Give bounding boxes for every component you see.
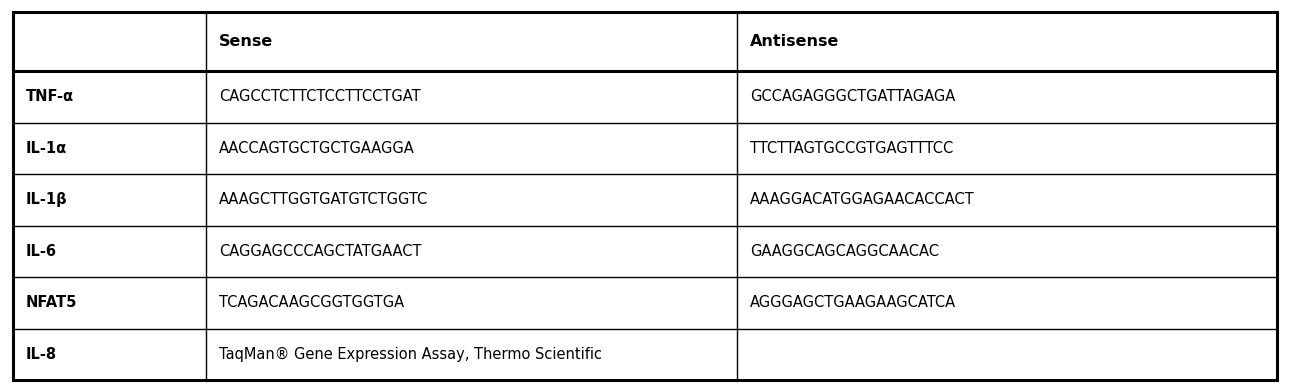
Text: CAGGAGCCCAGCTATGAACT: CAGGAGCCCAGCTATGAACT: [219, 244, 422, 259]
Text: NFAT5: NFAT5: [26, 296, 77, 310]
Text: IL-6: IL-6: [26, 244, 57, 259]
Text: IL-1α: IL-1α: [26, 141, 67, 156]
Text: TaqMan® Gene Expression Assay, Thermo Scientific: TaqMan® Gene Expression Assay, Thermo Sc…: [219, 347, 602, 362]
Text: AAAGGACATGGAGAACACCACT: AAAGGACATGGAGAACACCACT: [751, 192, 975, 207]
Text: TNF-α: TNF-α: [26, 89, 74, 104]
Text: AAAGCTTGGTGATGTCTGGTC: AAAGCTTGGTGATGTCTGGTC: [219, 192, 428, 207]
Text: AACCAGTGCTGCTGAAGGA: AACCAGTGCTGCTGAAGGA: [219, 141, 415, 156]
Text: AGGGAGCTGAAGAAGCATCA: AGGGAGCTGAAGAAGCATCA: [751, 296, 956, 310]
Text: TTCTTAGTGCCGTGAGTTTCC: TTCTTAGTGCCGTGAGTTTCC: [751, 141, 953, 156]
Text: IL-8: IL-8: [26, 347, 57, 362]
Text: Sense: Sense: [219, 34, 273, 49]
Text: IL-1β: IL-1β: [26, 192, 67, 207]
Text: GCCAGAGGGCTGATTAGAGA: GCCAGAGGGCTGATTAGAGA: [751, 89, 956, 104]
Text: GAAGGCAGCAGGCAACAC: GAAGGCAGCAGGCAACAC: [751, 244, 939, 259]
Text: Antisense: Antisense: [751, 34, 840, 49]
Text: TCAGACAAGCGGTGGTGA: TCAGACAAGCGGTGGTGA: [219, 296, 404, 310]
Text: CAGCCTCTTCTCCTTCCTGAT: CAGCCTCTTCTCCTTCCTGAT: [219, 89, 421, 104]
